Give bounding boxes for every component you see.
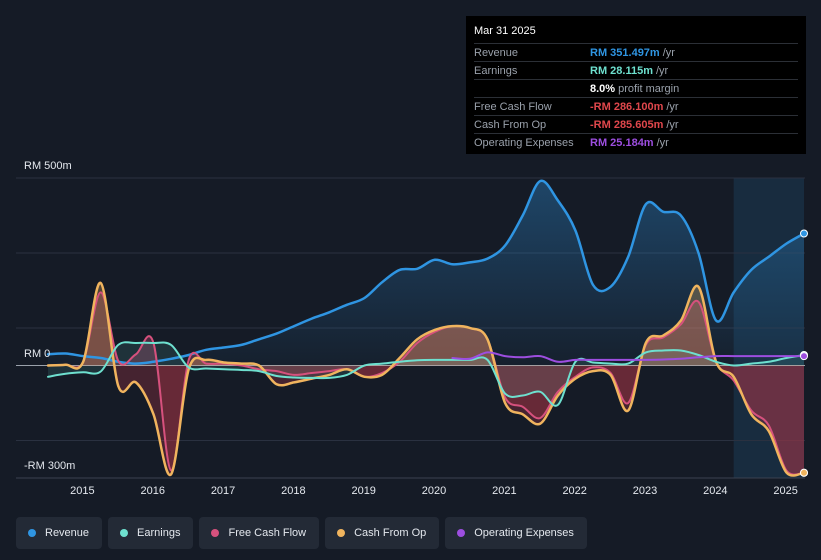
legend-dot-icon xyxy=(120,529,129,537)
operating-expenses-end-dot xyxy=(800,352,808,361)
tooltip-row: Revenue RM 351.497m/yr xyxy=(474,43,798,61)
tooltip-row: 8.0% profit margin xyxy=(474,79,798,97)
x-tick-label: 2019 xyxy=(351,485,376,497)
earnings-line xyxy=(47,341,805,407)
x-tick-label: 2024 xyxy=(703,485,728,497)
cash-from-op-line xyxy=(46,281,806,477)
legend-item-free-cash-flow[interactable]: Free Cash Flow xyxy=(199,517,320,549)
x-tick-label: 2025 xyxy=(773,485,798,497)
tooltip-row-label: Operating Expenses xyxy=(474,136,574,149)
tooltip-row-label: Free Cash Flow xyxy=(474,100,552,113)
legend-label: Free Cash Flow xyxy=(228,527,307,539)
tooltip-row-label: Revenue xyxy=(474,46,519,59)
legend-dot-icon xyxy=(28,529,36,537)
tooltip-row-unit: profit margin xyxy=(618,82,680,95)
legend-item-revenue[interactable]: Revenue xyxy=(16,517,103,549)
cash-from-op-end-dot xyxy=(800,468,808,477)
series-lines xyxy=(46,179,806,477)
tooltip-row-unit: /yr xyxy=(662,46,675,59)
tooltip-row-unit: /yr xyxy=(655,64,669,77)
y-tick-label-bottom: -RM 300m xyxy=(24,460,76,472)
tooltip-row-value: -RM 285.605m xyxy=(590,118,664,131)
revenue-line xyxy=(46,179,806,365)
x-tick-label: 2016 xyxy=(140,485,165,497)
tooltip-row-label: Cash From Op xyxy=(474,118,547,131)
x-tick-label: 2018 xyxy=(281,485,306,497)
y-tick-label-top: RM 500m xyxy=(24,160,72,172)
tooltip-row-value: RM 351.497m xyxy=(590,46,660,59)
tooltip-date: Mar 31 2025 xyxy=(474,25,536,37)
x-tick-label: 2015 xyxy=(70,485,95,497)
tooltip-panel: Mar 31 2025 Revenue RM 351.497m/yr Earning… xyxy=(466,16,806,154)
legend: Revenue Earnings Free Cash Flow Cash From O… xyxy=(16,517,587,549)
tooltip-row-unit: /yr xyxy=(666,100,679,113)
chart-svg xyxy=(16,177,808,479)
tooltip-row: Earnings RM 28.115m/yr xyxy=(474,61,798,79)
tooltip-row: Operating Expenses RM 25.184m/yr xyxy=(474,133,798,151)
x-tick-label: 2022 xyxy=(562,485,587,497)
legend-dot-icon xyxy=(337,529,346,537)
legend-dot-icon xyxy=(211,529,220,537)
x-tick-label: 2020 xyxy=(421,485,447,497)
free-cash-flow-area-positive xyxy=(48,292,804,366)
revenue-end-dot xyxy=(800,229,808,238)
tooltip-row-value: 8.0% xyxy=(590,82,616,95)
x-tick-label: 2021 xyxy=(492,485,517,497)
tooltip-row-value: RM 25.184m xyxy=(590,136,654,149)
cash-from-op-area-positive xyxy=(48,282,804,366)
revenue-area xyxy=(48,180,804,366)
tooltip-row-label: Earnings xyxy=(474,64,518,77)
legend-label: Earnings xyxy=(137,527,181,539)
legend-label: Operating Expenses xyxy=(474,527,574,539)
legend-item-earnings[interactable]: Earnings xyxy=(108,517,194,549)
tooltip-row-unit: /yr xyxy=(656,136,669,149)
legend-label: Cash From Op xyxy=(354,527,427,539)
x-tick-label: 2023 xyxy=(632,485,658,497)
y-tick-label-zero: RM 0 xyxy=(24,348,51,360)
legend-label: Revenue xyxy=(45,527,90,539)
legend-item-operating-expenses[interactable]: Operating Expenses xyxy=(445,517,587,549)
end-dots xyxy=(800,229,808,477)
tooltip-row: Free Cash Flow -RM 286.100m/yr xyxy=(474,97,798,115)
tooltip-row-unit: /yr xyxy=(666,118,679,131)
x-tick-label: 2017 xyxy=(210,485,236,497)
tooltip-row-value: -RM 286.100m xyxy=(590,100,664,113)
tooltip-row-value: RM 28.115m xyxy=(590,64,653,77)
operating-expenses-line xyxy=(451,351,805,363)
tooltip-row: Cash From Op -RM 285.605m/yr xyxy=(474,115,798,133)
legend-item-cash-from-op[interactable]: Cash From Op xyxy=(325,517,440,549)
free-cash-flow-line xyxy=(47,291,805,476)
legend-dot-icon xyxy=(457,529,466,537)
